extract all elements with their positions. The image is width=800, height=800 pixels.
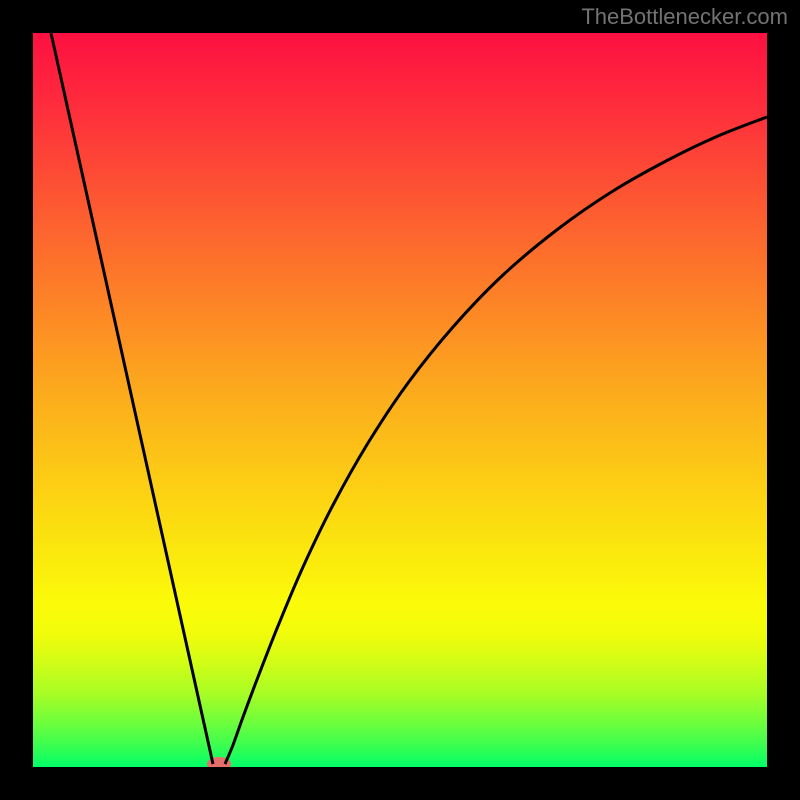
plot-area: [33, 33, 767, 767]
frame-bottom: [0, 767, 800, 800]
watermark-text: TheBottlenecker.com: [581, 4, 788, 30]
gradient-background: [33, 33, 767, 767]
frame-left: [0, 0, 33, 800]
chart-container: TheBottlenecker.com: [0, 0, 800, 800]
frame-right: [767, 0, 800, 800]
chart-svg: [33, 33, 767, 767]
